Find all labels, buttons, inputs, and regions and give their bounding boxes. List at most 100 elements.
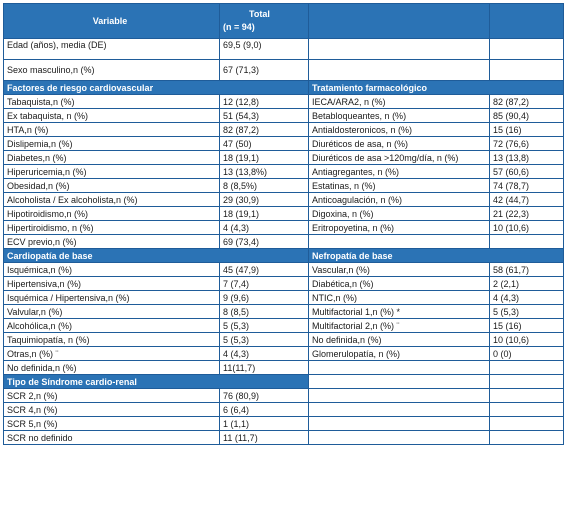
empty-cell: [489, 430, 564, 445]
empty-cell: [489, 38, 564, 60]
row-value: 47 (50): [219, 136, 309, 151]
row-value: 67 (71,3): [219, 59, 309, 81]
row-label: Hipotiroidismo,n (%): [3, 206, 220, 221]
row-label: Isquémica,n (%): [3, 262, 220, 277]
empty-cell: [489, 59, 564, 81]
row-value: 8 (8,5): [219, 304, 309, 319]
row-label: IECA/ARA2, n (%): [308, 94, 490, 109]
row-label: SCR 4,n (%): [3, 402, 220, 417]
row-value: 2 (2,1): [489, 276, 564, 291]
row-value: 13 (13,8): [489, 150, 564, 165]
row-label: ECV previo,n (%): [3, 234, 220, 249]
row-value: 76 (80,9): [219, 388, 309, 403]
table-row: SCR 5,n (%) 1 (1,1): [3, 416, 564, 431]
row-label: Isquémica / Hipertensiva,n (%): [3, 290, 220, 305]
row-label: Diabética,n (%): [308, 276, 490, 291]
table-row: Diabetes,n (%) 18 (19,1) Diuréticos de asa…: [3, 150, 564, 165]
row-value: 12 (12,8): [219, 94, 309, 109]
row-value: 8 (8,5%): [219, 178, 309, 193]
empty-cell: [308, 416, 490, 431]
empty-cell: [308, 38, 490, 60]
section-title-cardiopathy: Cardiopatía de base: [3, 248, 309, 263]
table-row: Valvular,n (%) 8 (8,5) Multifactorial 1,n …: [3, 304, 564, 319]
row-label: Digoxina, n (%): [308, 206, 490, 221]
row-label: Hiperuricemia,n (%): [3, 164, 220, 179]
row-value: 5 (5,3): [219, 318, 309, 333]
row-value: 29 (30,9): [219, 192, 309, 207]
row-label: Glomerulopatía, n (%): [308, 346, 490, 361]
row-label: Diuréticos de asa, n (%): [308, 136, 490, 151]
table-row: ECV previo,n (%) 69 (73,4): [3, 234, 564, 249]
row-label: Betabloqueantes, n (%): [308, 108, 490, 123]
row-value: 15 (16): [489, 318, 564, 333]
row-value: [489, 360, 564, 375]
table-row: Dislipemia,n (%) 47 (50) Diuréticos de asa…: [3, 136, 564, 151]
row-value: 6 (6,4): [219, 402, 309, 417]
row-value: 10 (10,6): [489, 332, 564, 347]
table-row: Hipertensiva,n (%) 7 (7,4) Diabética,n (%)…: [3, 276, 564, 291]
row-label: SCR 2,n (%): [3, 388, 220, 403]
row-value: 69 (73,4): [219, 234, 309, 249]
row-label: NTIC,n (%): [308, 290, 490, 305]
data-table: Variable Total (n = 94) Edad (años), med…: [3, 3, 564, 445]
row-label: Valvular,n (%): [3, 304, 220, 319]
row-value: 4 (4,3): [219, 220, 309, 235]
table-row: Obesidad,n (%) 8 (8,5%) Estatinas, n (%) 74…: [3, 178, 564, 193]
row-value: 13 (13,8%): [219, 164, 309, 179]
row-value: 4 (4,3): [219, 346, 309, 361]
row-value: [489, 234, 564, 249]
table-row: SCR no definido 11 (11,7): [3, 430, 564, 445]
row-value: 18 (19,1): [219, 206, 309, 221]
table-row: Isquémica,n (%) 45 (47,9) Vascular,n (%) 58…: [3, 262, 564, 277]
row-value: 7 (7,4): [219, 276, 309, 291]
row-label: Multifactorial 2,n (%) ¨: [308, 318, 490, 333]
empty-cell: [489, 402, 564, 417]
row-value: 42 (44,7): [489, 192, 564, 207]
row-value: 58 (61,7): [489, 262, 564, 277]
table-row: HTA,n (%) 82 (87,2) Antialdosteronicos, n …: [3, 122, 564, 137]
table-row: Alcoholista / Ex alcoholista,n (%) 29 (30…: [3, 192, 564, 207]
row-label: Edad (años), media (DE): [3, 38, 220, 60]
table-header-row: Variable Total (n = 94): [3, 3, 564, 39]
row-label: Obesidad,n (%): [3, 178, 220, 193]
row-label: HTA,n (%): [3, 122, 220, 137]
row-label: Eritropoyetina, n (%): [308, 220, 490, 235]
table-row: Taquimiopatía, n (%) 5 (5,3) No definida,n…: [3, 332, 564, 347]
empty-cell: [489, 388, 564, 403]
row-label: [308, 234, 490, 249]
table-row: Hipotiroidismo,n (%) 18 (19,1) Digoxina, n…: [3, 206, 564, 221]
row-value: 45 (47,9): [219, 262, 309, 277]
table-row: Alcohólica,n (%) 5 (5,3) Multifactorial 2,…: [3, 318, 564, 333]
row-label: Hipertensiva,n (%): [3, 276, 220, 291]
row-value: 0 (0): [489, 346, 564, 361]
table-row: Isquémica / Hipertensiva,n (%) 9 (9,6) NTI…: [3, 290, 564, 305]
row-value: 21 (22,3): [489, 206, 564, 221]
row-label: Diabetes,n (%): [3, 150, 220, 165]
row-label: Sexo masculino,n (%): [3, 59, 220, 81]
row-label: Alcoholista / Ex alcoholista,n (%): [3, 192, 220, 207]
row-value: 72 (76,6): [489, 136, 564, 151]
row-value: 82 (87,2): [489, 94, 564, 109]
empty-cell: [308, 59, 490, 81]
empty-cell: [489, 416, 564, 431]
section-title-risk-factors: Factores de riesgo cardiovascular: [3, 80, 309, 95]
section-header-row: Cardiopatía de base Nefropatía de base: [3, 248, 564, 263]
section-title-scr: Tipo de Síndrome cardio-renal: [3, 374, 309, 389]
table-row: Tabaquista,n (%) 12 (12,8) IECA/ARA2, n (%…: [3, 94, 564, 109]
row-value: 11(11,7): [219, 360, 309, 375]
row-value: 4 (4,3): [489, 290, 564, 305]
row-label: Tabaquista,n (%): [3, 94, 220, 109]
section-title-nephropathy: Nefropatía de base: [308, 248, 564, 263]
table-row: Edad (años), media (DE) 69,5 (9,0): [3, 38, 564, 60]
row-label: Estatinas, n (%): [308, 178, 490, 193]
row-label: Alcohólica,n (%): [3, 318, 220, 333]
section-header-row: Tipo de Síndrome cardio-renal: [3, 374, 564, 389]
row-label: [308, 360, 490, 375]
row-label: Dislipemia,n (%): [3, 136, 220, 151]
row-value: 74 (78,7): [489, 178, 564, 193]
row-label: No definida,n (%): [308, 332, 490, 347]
row-label: SCR no definido: [3, 430, 220, 445]
row-value: 69,5 (9,0): [219, 38, 309, 60]
row-label: Diuréticos de asa >120mg/día, n (%): [308, 150, 490, 165]
row-label: Hipertiroidismo, n (%): [3, 220, 220, 235]
